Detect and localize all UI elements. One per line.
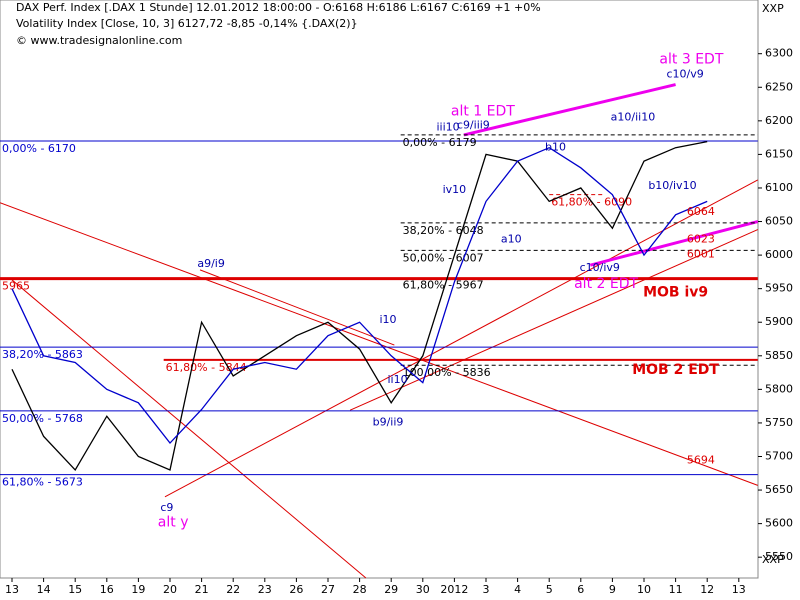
x-tick-label: 11	[669, 583, 683, 596]
x-tick-label: 16	[100, 583, 114, 596]
series-line	[11, 146, 708, 445]
annotation: MOB 2 EDT	[632, 362, 719, 378]
y-tick-label: 5900	[765, 315, 793, 328]
x-tick-label: 13	[732, 583, 746, 596]
annotation: b10	[545, 141, 566, 154]
x-tick-label: 29	[384, 583, 398, 596]
annotation: MOB iv9	[643, 285, 708, 301]
chart-subtitle: Volatility Index [Close, 10, 3] 6127,72 …	[16, 17, 358, 30]
annotation: c9	[160, 501, 173, 514]
level-label: 0,00% - 6179	[403, 136, 477, 149]
level-label: 38,20% - 6048	[403, 224, 484, 237]
x-tick-label: 28	[353, 583, 367, 596]
x-tick-label: 30	[416, 583, 430, 596]
y-tick-label: 6250	[765, 80, 793, 93]
x-tick-label: 13	[5, 583, 19, 596]
level-label: 5965	[2, 280, 30, 293]
y-tick-label: 6100	[765, 181, 793, 194]
trend-line	[349, 229, 758, 411]
x-tick-label: 19	[131, 583, 145, 596]
x-tick-label: 27	[321, 583, 335, 596]
annotation: iii10	[436, 121, 459, 134]
annotation: b9/ii9	[373, 415, 404, 428]
annotation: c10/v9	[666, 68, 703, 81]
series-line	[11, 141, 708, 471]
annotation: b10/iv10	[648, 179, 696, 192]
annotation: c9/iii9	[457, 119, 490, 132]
level-label: 50,00% - 5768	[2, 412, 83, 425]
x-tick-label: 2012	[440, 583, 468, 596]
x-tick-label: 21	[195, 583, 209, 596]
annotation: iv10	[443, 183, 467, 196]
annotation: ii10	[387, 373, 407, 386]
x-tick-label: 23	[258, 583, 272, 596]
annotation: alt 2 EDT	[574, 276, 638, 292]
y-tick-label: 6150	[765, 147, 793, 160]
level-label: 0,00% - 6170	[2, 142, 76, 155]
x-tick-label: 10	[637, 583, 651, 596]
trend-line	[11, 279, 367, 579]
level-label: 50,00% - 6007	[403, 251, 484, 264]
x-tick-label: 3	[483, 583, 490, 596]
y-tick-label: 5700	[765, 449, 793, 462]
level-label: 61,80% - 5673	[2, 476, 83, 489]
annotation: c10/iv9	[580, 261, 620, 274]
y-tick-label: 5850	[765, 349, 793, 362]
level-label: 61,80% - 5967	[403, 278, 484, 291]
y-tick-label: 5950	[765, 282, 793, 295]
y-tick-label: 5650	[765, 483, 793, 496]
y-tick-label: 6200	[765, 114, 793, 127]
annotation: 6001	[687, 247, 715, 260]
annotation: a9/i9	[197, 257, 225, 270]
trend-line	[589, 220, 759, 267]
annotation: 6023	[687, 233, 715, 246]
level-label: 61,80% - 5844	[166, 361, 247, 374]
x-tick-label: 14	[37, 583, 51, 596]
x-tick-label: 22	[226, 583, 240, 596]
annotation: alt 1 EDT	[451, 103, 515, 119]
source: © www.tradesignalonline.com	[16, 34, 182, 47]
y-tick-label: 5750	[765, 416, 793, 429]
x-tick-label: 5	[546, 583, 553, 596]
axis-label: XXP	[762, 553, 784, 566]
y-tick-label: 5600	[765, 517, 793, 530]
annotation: i10	[380, 313, 397, 326]
x-tick-label: 15	[68, 583, 82, 596]
chart-title: DAX Perf. Index [.DAX 1 Stunde] 12.01.20…	[16, 1, 541, 14]
x-tick-label: 4	[514, 583, 521, 596]
trend-line	[164, 179, 758, 498]
annotation: alt y	[158, 514, 189, 530]
annotation: alt 3 EDT	[659, 52, 723, 68]
annotation: 6064	[687, 205, 715, 218]
y-tick-label: 6300	[765, 47, 793, 60]
annotation: a10	[501, 233, 522, 246]
y-tick-label: 5550	[765, 550, 793, 563]
y-tick-label: 5800	[765, 382, 793, 395]
y-tick-label: 6000	[765, 248, 793, 261]
y-tick-label: 6050	[765, 215, 793, 228]
trend-line	[463, 83, 676, 137]
x-tick-label: 6	[577, 583, 584, 596]
x-tick-label: 9	[609, 583, 616, 596]
x-tick-label: 12	[700, 583, 714, 596]
trend-line	[0, 202, 758, 486]
x-tick-label: 26	[289, 583, 303, 596]
trend-line	[199, 269, 395, 346]
annotation: a10/ii10	[611, 110, 656, 123]
x-tick-label: 20	[163, 583, 177, 596]
axis-label: XXP	[762, 2, 784, 15]
annotation: 5694	[687, 454, 715, 467]
